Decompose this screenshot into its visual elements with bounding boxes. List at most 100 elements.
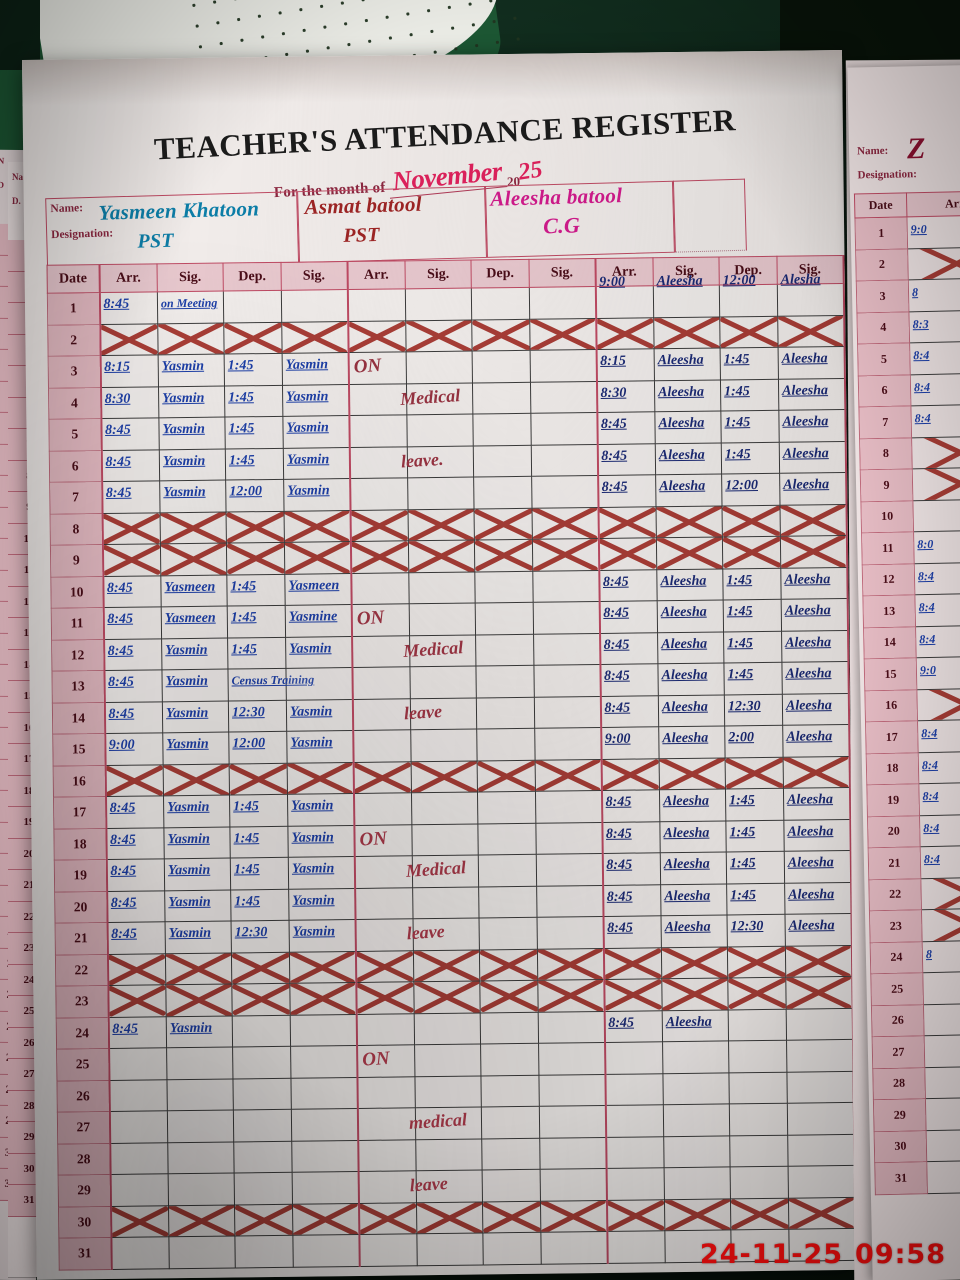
cell-b3-dep[interactable] [722, 536, 781, 569]
cell-b2-arr[interactable] [356, 1044, 415, 1077]
cell-b2-sig2[interactable] [532, 569, 600, 603]
cell-b1-dep[interactable] [232, 1046, 291, 1079]
cell-b3-sig2[interactable]: Aleesha [784, 913, 852, 946]
cell-b1-arr[interactable]: 8:45 [99, 291, 158, 325]
cell-b1-sig[interactable] [168, 1235, 236, 1269]
cell-b2-arr[interactable] [347, 288, 406, 322]
right-page-arr-cell[interactable] [912, 498, 960, 532]
cell-b3-arr[interactable] [605, 1104, 664, 1137]
cell-b2-sig[interactable] [406, 414, 474, 447]
right-page-arr-cell[interactable]: 8:4 [918, 781, 960, 816]
teacher-3-designation[interactable]: C.G [542, 212, 581, 239]
cell-b1-dep[interactable] [233, 1109, 292, 1142]
cell-b3-dep[interactable] [728, 1040, 787, 1073]
right-page-arr-cell[interactable] [922, 970, 960, 1005]
cell-b1-dep[interactable] [232, 1014, 291, 1048]
cell-b3-sig2[interactable] [788, 1165, 855, 1198]
right-page-arr-cell[interactable] [916, 687, 960, 721]
cell-b2-sig[interactable] [416, 1232, 484, 1266]
cell-b2-sig[interactable] [414, 1075, 482, 1108]
cell-b2-arr[interactable] [351, 666, 411, 700]
cell-b1-dep[interactable] [231, 983, 291, 1016]
cell-b3-dep[interactable]: 1:45 [720, 347, 779, 380]
cell-b3-sig[interactable] [659, 757, 726, 790]
cell-b2-sig[interactable] [408, 571, 476, 604]
right-page-arr-cell[interactable]: 9:0 [906, 214, 960, 249]
right-page-arr-cell[interactable]: 8 [922, 939, 960, 973]
cell-b1-arr[interactable]: 8:45 [107, 921, 166, 955]
cell-b2-sig2[interactable] [531, 444, 598, 477]
cell-b3-sig2[interactable] [786, 1070, 854, 1104]
cell-b2-sig2[interactable] [530, 349, 597, 382]
cell-b3-arr[interactable] [604, 1041, 663, 1074]
cell-b2-arr[interactable] [354, 887, 414, 920]
cell-b2-sig[interactable] [410, 697, 477, 730]
cell-b1-arr[interactable]: 8:45 [101, 449, 160, 482]
cell-b2-sig[interactable] [413, 917, 480, 951]
cell-b3-sig2[interactable] [777, 314, 845, 348]
teacher-1-designation[interactable]: PST [137, 229, 175, 253]
cell-b1-arr[interactable]: 8:30 [100, 386, 159, 419]
teacher-block-2-identity[interactable]: Asmat batool PST [297, 185, 488, 264]
right-page-arr-cell[interactable]: 8:4 [914, 592, 960, 627]
cell-b1-sig[interactable] [166, 1078, 234, 1111]
cell-b3-sig2[interactable]: Alesha [777, 272, 844, 316]
cell-b1-sig[interactable]: Yasmeen [161, 606, 228, 639]
cell-b1-sig2[interactable]: Yasmin [287, 825, 355, 858]
cell-b3-arr[interactable] [601, 758, 660, 791]
cell-b1-sig2[interactable] [292, 1171, 359, 1204]
cell-b1-sig[interactable]: Yasmin [164, 858, 231, 891]
cell-b3-sig2[interactable] [787, 1102, 854, 1135]
cell-b3-arr[interactable]: 8:45 [596, 411, 656, 445]
cell-b3-dep[interactable] [728, 1071, 788, 1104]
cell-b3-sig[interactable]: Aleesha [655, 473, 722, 507]
cell-b1-dep[interactable]: Census Training [227, 668, 314, 701]
cell-b2-arr[interactable] [358, 1233, 418, 1266]
cell-b3-dep[interactable] [727, 945, 786, 978]
cell-b1-sig2[interactable] [284, 541, 351, 574]
cell-b3-dep[interactable]: 12:00 [721, 473, 780, 506]
cell-b3-arr[interactable] [595, 317, 655, 350]
cell-b1-sig2[interactable] [281, 289, 348, 322]
cell-b1-arr[interactable] [109, 1110, 168, 1144]
cell-b2-arr[interactable] [357, 1107, 416, 1140]
cell-b2-sig[interactable] [414, 1043, 481, 1077]
cell-b1-sig2[interactable]: Yasmin [283, 447, 350, 480]
cell-b1-arr[interactable]: 8:45 [105, 795, 164, 829]
cell-b1-sig2[interactable]: Yasmeen [284, 573, 352, 606]
cell-b1-sig[interactable]: Yasmin [158, 417, 226, 450]
cell-b3-sig2[interactable]: Aleesha [783, 818, 851, 852]
teacher-block-4-identity[interactable] [672, 178, 747, 253]
right-page-arr-cell[interactable]: 8:4 [914, 561, 960, 595]
right-page-arr-cell[interactable] [920, 876, 960, 910]
cell-b3-dep[interactable]: 2:00 [724, 725, 784, 758]
teacher-2-name[interactable]: Asmat batool [304, 191, 423, 219]
cell-b1-sig[interactable] [167, 1141, 235, 1174]
cell-b2-dep[interactable] [472, 350, 531, 383]
cell-b1-sig[interactable] [163, 763, 230, 796]
cell-b2-arr[interactable] [358, 1202, 417, 1235]
cell-b3-arr[interactable] [606, 1230, 666, 1263]
cell-b1-arr[interactable] [107, 984, 167, 1018]
cell-b3-arr[interactable]: 8:45 [602, 852, 661, 885]
cell-b3-dep[interactable]: 1:45 [721, 441, 780, 474]
cell-b2-sig[interactable] [406, 351, 473, 384]
cell-b3-sig2[interactable]: Aleesha [782, 692, 849, 726]
cell-b2-dep[interactable] [475, 665, 535, 698]
cell-b1-dep[interactable]: 12:30 [231, 920, 290, 953]
cell-b2-sig2[interactable] [530, 381, 597, 414]
cell-b2-dep[interactable] [480, 1074, 540, 1107]
cell-b3-sig2[interactable] [786, 1007, 853, 1041]
cell-b3-arr[interactable] [598, 537, 657, 570]
cell-b2-dep[interactable] [473, 444, 532, 478]
right-page-arr-cell[interactable]: 8:4 [915, 624, 960, 658]
cell-b3-dep[interactable] [729, 1134, 789, 1167]
cell-b2-dep[interactable] [471, 318, 531, 352]
cell-b1-sig[interactable] [157, 322, 225, 355]
cell-b3-arr[interactable]: 8:45 [597, 443, 656, 476]
cell-b3-dep[interactable] [725, 756, 784, 789]
cell-b2-dep[interactable] [481, 1106, 540, 1139]
cell-b3-arr[interactable]: 8:45 [603, 915, 662, 948]
right-page-arr-cell[interactable]: 8 [908, 277, 960, 312]
cell-b2-sig[interactable] [408, 508, 475, 541]
